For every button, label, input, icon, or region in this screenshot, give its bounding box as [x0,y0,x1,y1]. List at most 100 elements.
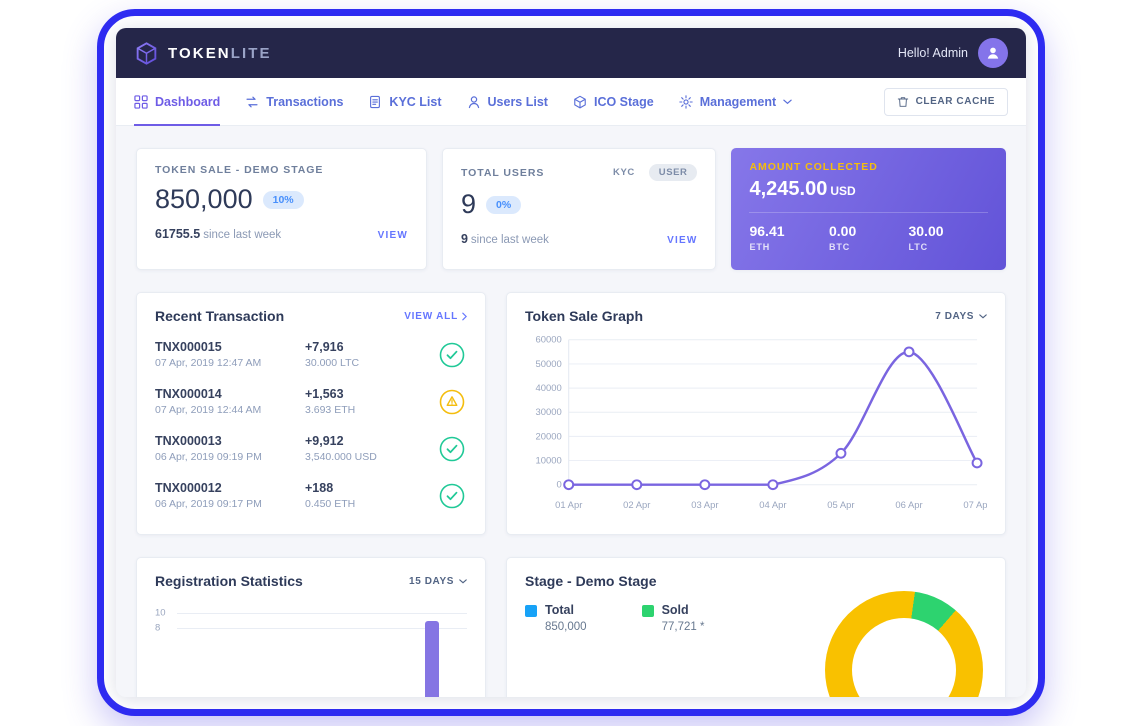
chevron-down-icon [783,99,792,105]
legend-item-sold: Sold 77,721 * [641,603,704,633]
period-dropdown[interactable]: 15 DAYS [409,576,467,587]
registration-statistics-card: Registration Statistics 15 DAYS 10 [136,557,486,697]
total-users-value: 9 [460,189,476,219]
view-link[interactable]: VIEW [377,230,408,241]
transaction-detail: 3.693 ETH [305,404,356,416]
success-check-icon [439,436,465,462]
chevron-down-icon [459,578,467,584]
transaction-date: 06 Apr, 2019 09:17 PM [155,498,262,510]
transaction-row: TNX000015 07 Apr, 2019 12:47 AM +7,916 3… [155,331,467,378]
transaction-row: TNX000013 06 Apr, 2019 09:19 PM +9,912 3… [155,425,467,472]
list-icon [368,95,382,109]
view-all-link[interactable]: VIEW ALL [404,311,467,322]
panel-title: Recent Transaction [155,308,285,324]
svg-text:50000: 50000 [536,359,562,369]
toggle-kyc[interactable]: KYC [613,167,635,178]
transaction-row: TNX000014 07 Apr, 2019 12:44 AM +1,563 3… [155,378,467,425]
chevron-right-icon [462,312,467,321]
tokenlite-logo-icon [134,41,159,66]
user-avatar[interactable] [978,38,1008,68]
success-check-icon [439,483,465,509]
nav-item-ico-stage[interactable]: ICO Stage [573,78,654,126]
transaction-id: TNX000013 [155,434,222,448]
user-icon [985,45,1001,61]
svg-text:01 Apr: 01 Apr [555,500,582,510]
bottom-row: Registration Statistics 15 DAYS 10 [136,557,1006,697]
amount-value: 4,245.00 USD [749,178,856,200]
trash-icon [897,96,909,108]
nav-items: Dashboard Transactions KY [134,78,817,126]
svg-text:30000: 30000 [536,407,562,417]
grid-icon [134,94,148,109]
nav-item-users-list[interactable]: Users List [467,78,548,126]
transaction-id: TNX000012 [155,481,222,495]
svg-text:03 Apr: 03 Apr [691,500,718,510]
breakdown-btc: 0.00 BTC [828,223,857,252]
transaction-row: TNX000012 06 Apr, 2019 09:17 PM +188 0.4… [155,472,467,519]
period-dropdown[interactable]: 7 DAYS [935,311,987,322]
svg-text:05 Apr: 05 Apr [827,500,854,510]
nav-label: Users List [487,94,548,109]
y-tick-label: 10 [155,607,166,619]
brand-name: TOKENLITE [168,44,272,62]
svg-text:60000: 60000 [536,335,562,345]
transaction-detail: 0.450 ETH [305,498,356,510]
swap-arrows-icon [245,95,259,109]
card-title: TOTAL USERS [460,166,545,179]
transaction-detail: 3,540.000 USD [305,451,377,463]
gear-icon [678,94,693,109]
transaction-amount: +188 [305,481,334,495]
stage-donut-chart [825,591,983,697]
recent-transactions-card: Recent Transaction VIEW ALL TNX000015 07… [136,292,486,535]
top-header: TOKENLITE Hello! Admin [116,28,1026,78]
stage-legend: Total 850,000 Sold 77,721 * [525,603,704,633]
svg-text:40000: 40000 [536,383,562,393]
breakdown-eth: 96.41 ETH [749,223,785,252]
view-link[interactable]: VIEW [667,235,698,246]
total-users-card: TOTAL USERS KYC USER 9 0% 9 since last we… [441,148,717,270]
breakdown-ltc: 30.00 LTC [908,223,944,252]
svg-text:07 Apr: 07 Apr [963,500,987,510]
transaction-amount: +9,912 [305,434,344,448]
brand[interactable]: TOKENLITE [134,41,272,66]
stage-body: Total 850,000 Sold 77,721 * [525,589,987,697]
nav-label: Dashboard [155,94,221,109]
token-sale-card: TOKEN SALE - DEMO STAGE 850,000 10% 6175… [136,148,427,270]
transaction-date: 07 Apr, 2019 12:47 AM [155,357,262,369]
total-users-badge: 0% [486,195,522,214]
legend-item-total: Total 850,000 [525,603,587,633]
clear-cache-button[interactable]: CLEAR CACHE [883,87,1008,116]
nav-item-management[interactable]: Management [678,78,792,126]
main-content: TOKEN SALE - DEMO STAGE 850,000 10% 6175… [116,126,1026,697]
stats-row: TOKEN SALE - DEMO STAGE 850,000 10% 6175… [136,148,1006,270]
panel-title: Stage - Demo Stage [525,573,657,589]
svg-text:02 Apr: 02 Apr [623,500,650,510]
middle-row: Recent Transaction VIEW ALL TNX000015 07… [136,292,1006,535]
card-title: AMOUNT COLLECTED [749,161,878,173]
main-nav: Dashboard Transactions KY [116,78,1026,126]
token-sale-line-chart: 0 10000 20000 30000 40000 50000 60000 01 Apr 02 … [536,335,987,510]
transaction-list: TNX000015 07 Apr, 2019 12:47 AM +7,916 3… [155,331,467,519]
nav-label: Transactions [266,94,344,109]
greeting-text: Hello! Admin [897,46,968,60]
nav-item-kyc-list[interactable]: KYC List [368,78,442,126]
nav-label: ICO Stage [593,94,654,109]
nav-item-dashboard[interactable]: Dashboard [134,78,221,126]
total-users-delta: 9 since last week [460,232,549,246]
transaction-date: 06 Apr, 2019 09:19 PM [155,451,262,463]
svg-text:0: 0 [557,480,562,490]
y-tick-label: 8 [155,622,161,634]
user-icon [467,95,481,109]
amount-breakdown: 96.41 ETH 0.00 BTC 30.00 LTC [749,212,988,264]
warning-icon [439,389,465,415]
toggle-user[interactable]: USER [648,164,698,181]
clear-cache-label: CLEAR CACHE [915,96,995,107]
svg-text:06 Apr: 06 Apr [895,500,922,510]
nav-item-transactions[interactable]: Transactions [245,78,343,126]
chevron-down-icon [979,313,987,319]
token-sale-graph-card: Token Sale Graph 7 DAYS 0 10000 20000 30000… [506,292,1006,535]
nav-label: Management [699,94,777,109]
amount-collected-card: AMOUNT COLLECTED 4,245.00 USD 96.41 ETH 0… [731,148,1006,270]
token-sale-value: 850,000 [155,184,253,214]
panel-title: Token Sale Graph [525,308,643,324]
